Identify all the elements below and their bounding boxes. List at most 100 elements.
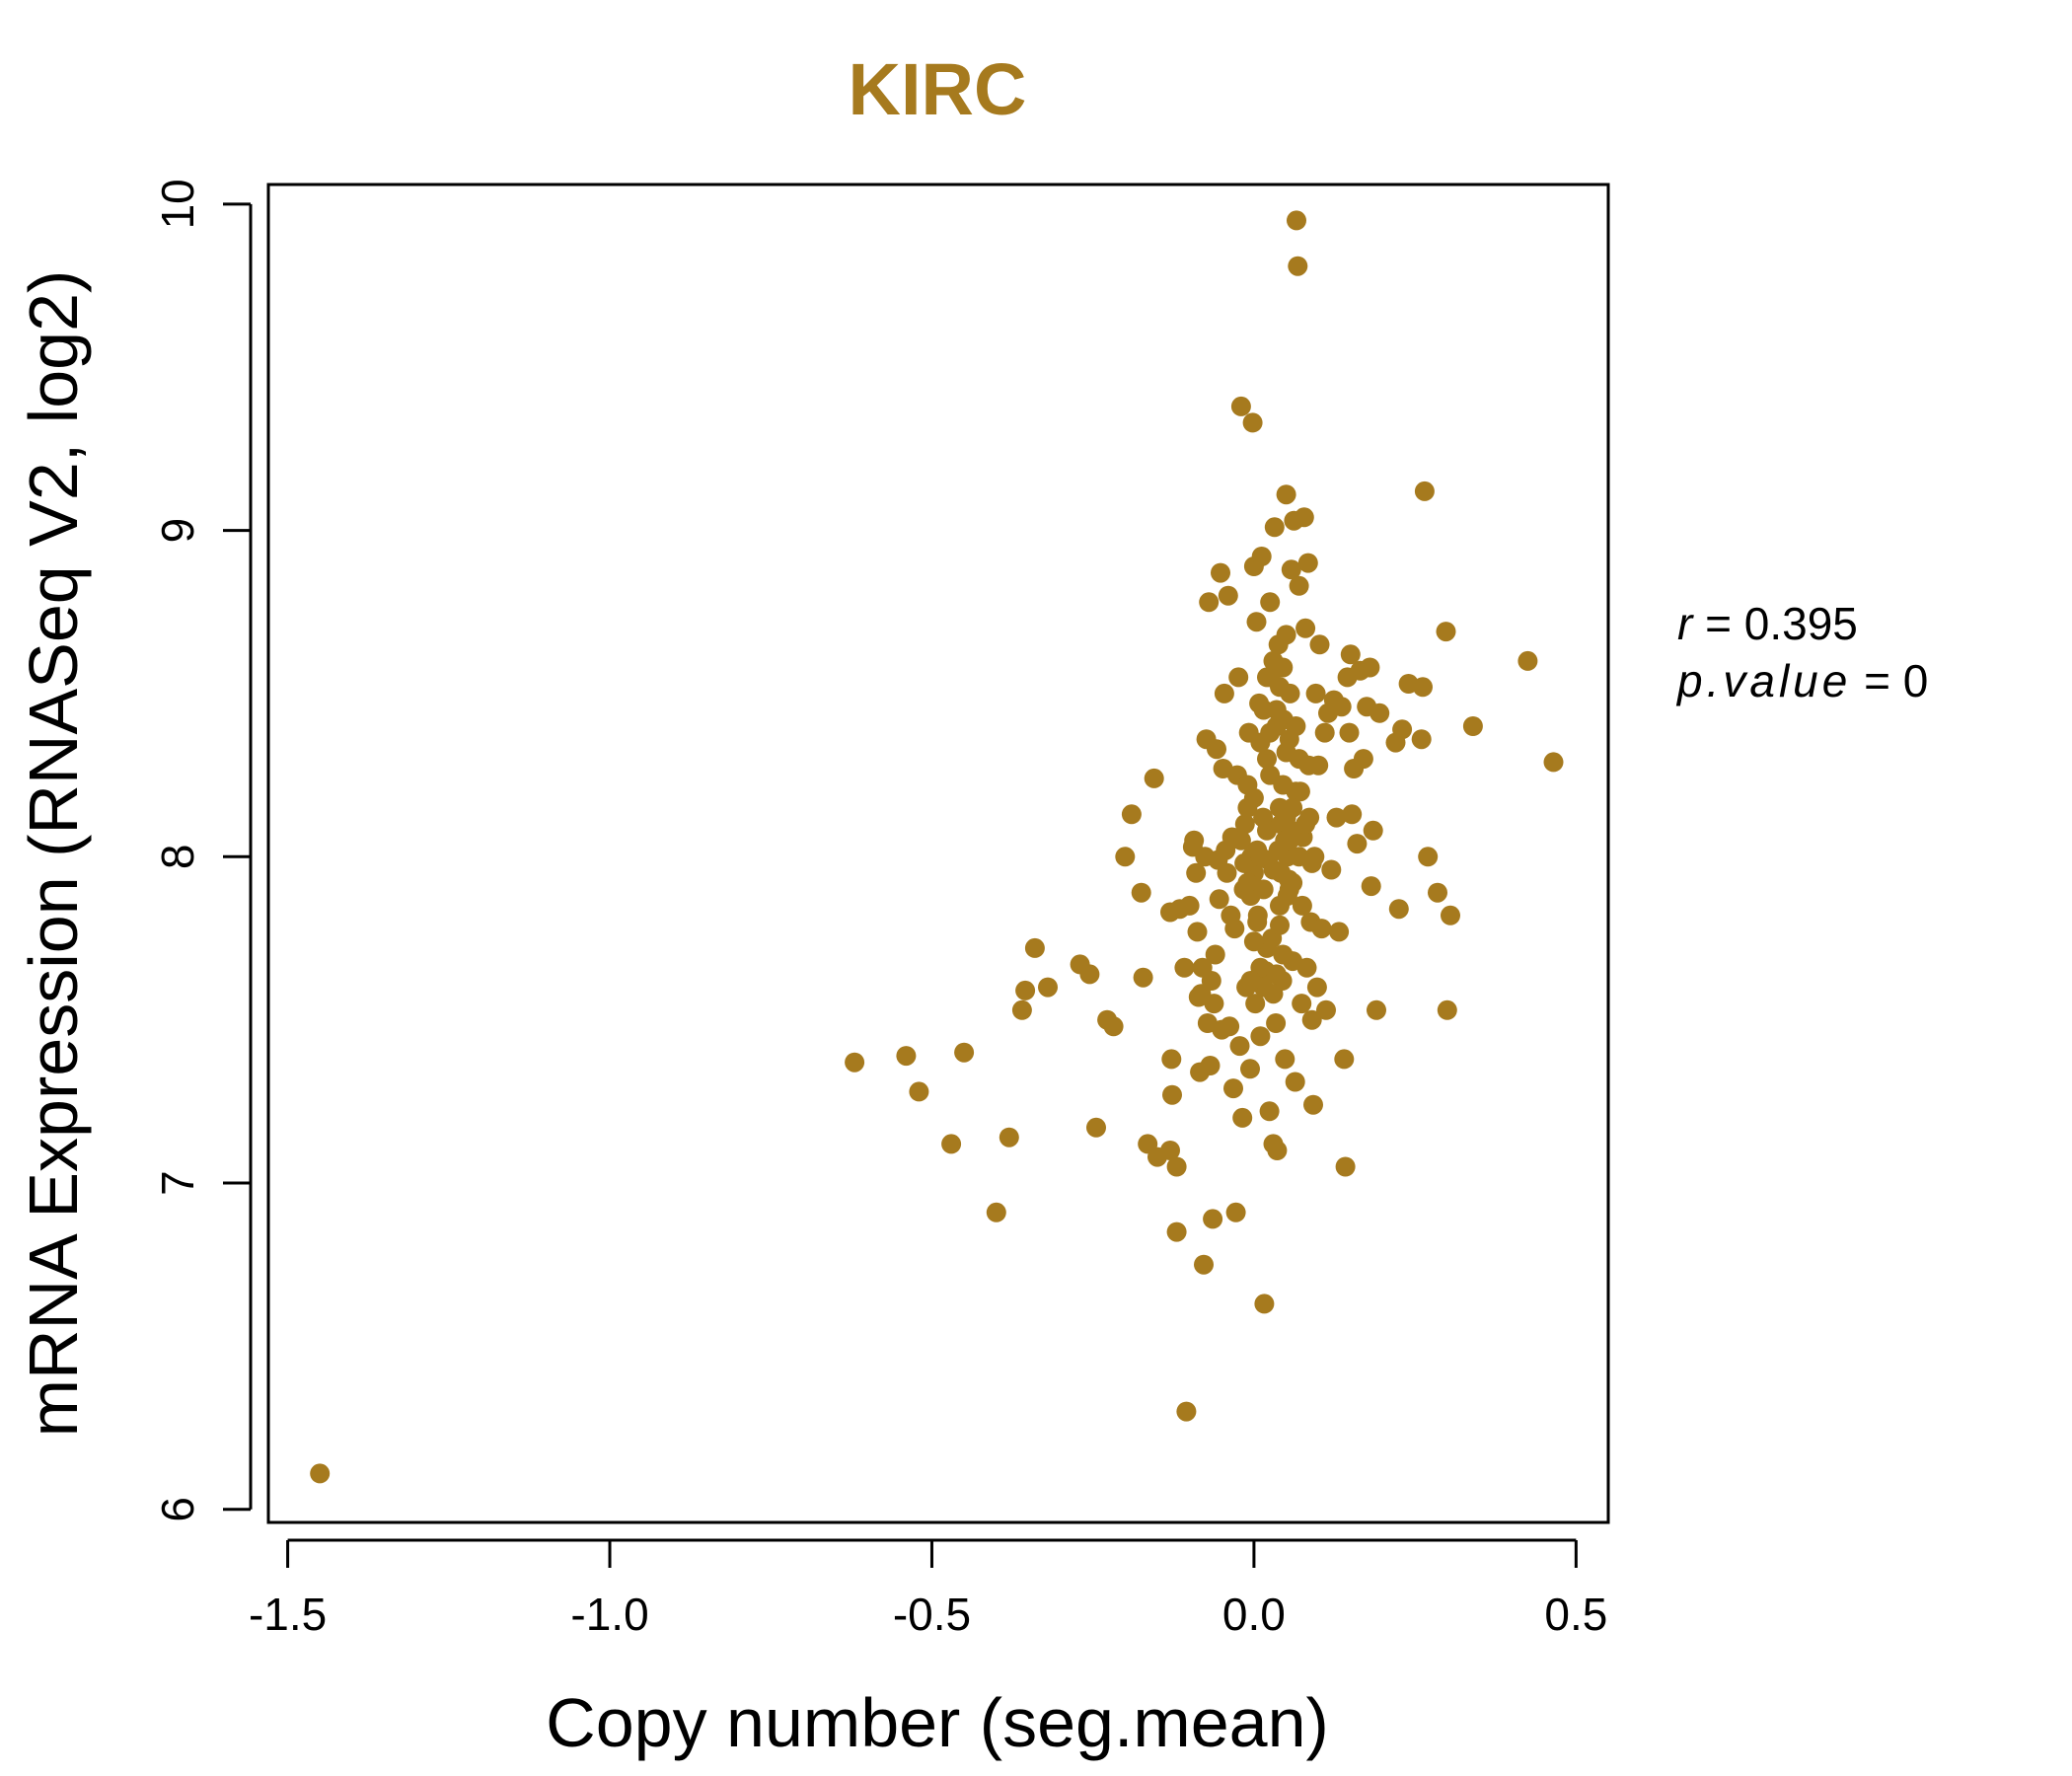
data-point-42	[1194, 1254, 1214, 1275]
data-point-127	[1301, 1009, 1322, 1030]
data-point-107	[1276, 484, 1296, 505]
data-point-123	[1296, 957, 1317, 978]
data-point-29	[1166, 1156, 1187, 1177]
y-tick-label: 10	[152, 179, 203, 229]
r-label: r	[1677, 598, 1694, 649]
data-point-138	[1321, 859, 1342, 880]
data-point-61	[1218, 585, 1238, 606]
data-point-2	[896, 1046, 917, 1067]
data-point-174	[1230, 830, 1251, 851]
y-tick-label: 8	[152, 845, 203, 870]
data-point-24	[1161, 1049, 1182, 1070]
data-point-211	[1266, 964, 1287, 985]
data-point-217	[1286, 716, 1306, 736]
data-point-67	[1225, 1202, 1246, 1222]
data-point-134	[1311, 919, 1332, 939]
data-point-74	[1234, 814, 1255, 835]
data-point-99	[1266, 1013, 1287, 1033]
data-point-55	[1211, 562, 1230, 583]
data-point-54	[1209, 889, 1229, 910]
data-point-122	[1295, 618, 1316, 638]
data-point-11	[1038, 977, 1058, 998]
data-point-225	[1271, 862, 1292, 883]
data-point-114	[1285, 1072, 1305, 1092]
data-point-187	[1273, 944, 1294, 965]
data-point-10	[1024, 937, 1045, 958]
data-point-92	[1257, 749, 1277, 770]
y-tick-label: 6	[152, 1497, 203, 1522]
data-point-182	[1257, 820, 1277, 841]
data-point-130	[1305, 683, 1326, 703]
data-point-87	[1250, 1026, 1271, 1047]
data-point-116	[1288, 256, 1308, 276]
data-point-208	[1243, 931, 1264, 952]
data-point-1	[845, 1052, 865, 1073]
data-point-100	[1267, 1141, 1288, 1160]
data-point-219	[1253, 700, 1274, 720]
data-point-201	[1276, 625, 1296, 645]
data-point-209	[1240, 971, 1261, 991]
data-point-155	[1361, 876, 1381, 897]
data-point-133	[1309, 634, 1330, 655]
data-point-157	[1367, 999, 1386, 1020]
y-tick-label: 9	[152, 518, 203, 544]
points-layer	[310, 210, 1564, 1484]
data-point-163	[1411, 729, 1432, 750]
data-point-171	[1462, 716, 1483, 736]
data-point-27	[1162, 1084, 1182, 1105]
x-tick-label: 0.5	[1544, 1589, 1607, 1640]
y-axis-ticks: 6 7 8 9 10	[152, 179, 251, 1522]
data-point-160	[1388, 899, 1409, 920]
data-point-222	[1250, 847, 1271, 867]
data-point-51	[1205, 944, 1225, 965]
data-point-140	[1326, 807, 1347, 828]
data-point-166	[1418, 847, 1439, 867]
data-point-169	[1437, 999, 1457, 1020]
data-point-147	[1340, 644, 1361, 665]
data-point-220	[1257, 667, 1277, 688]
x-tick-label: 0.0	[1222, 1589, 1286, 1640]
data-point-175	[1234, 852, 1255, 873]
data-point-228	[1281, 820, 1301, 841]
data-point-9	[1015, 980, 1036, 1000]
data-point-48	[1201, 971, 1221, 991]
data-point-196	[1301, 852, 1322, 873]
data-point-154	[1360, 657, 1380, 678]
data-point-94	[1259, 1101, 1280, 1122]
p-label: p.value	[1675, 655, 1851, 706]
data-point-28	[1166, 1221, 1187, 1242]
data-point-58	[1214, 683, 1234, 703]
data-point-172	[1517, 650, 1538, 671]
data-point-6	[986, 1202, 1006, 1222]
data-point-203	[1260, 592, 1281, 613]
data-point-119	[1292, 994, 1312, 1014]
data-point-223	[1237, 872, 1258, 893]
data-point-121	[1294, 507, 1314, 528]
data-point-200	[1273, 657, 1294, 678]
data-point-216	[1283, 797, 1303, 818]
y-tick-label: 7	[152, 1170, 203, 1196]
data-point-221	[1260, 722, 1281, 743]
data-point-69	[1228, 667, 1249, 688]
data-point-98	[1264, 517, 1285, 538]
data-point-47	[1200, 1056, 1221, 1075]
data-point-71	[1230, 396, 1251, 416]
data-point-170	[1441, 905, 1460, 925]
data-point-106	[1275, 1049, 1295, 1070]
data-point-158	[1369, 703, 1390, 723]
data-point-80	[1242, 412, 1263, 433]
data-point-143	[1334, 1049, 1355, 1070]
p-equals: =	[1864, 655, 1903, 706]
data-point-167	[1428, 882, 1447, 903]
chart-title: KIRC	[849, 48, 1027, 130]
data-point-227	[1277, 886, 1297, 906]
x-tick-label: -0.5	[893, 1589, 971, 1640]
data-point-173	[1543, 752, 1564, 773]
data-point-146	[1339, 722, 1360, 743]
data-point-78	[1240, 1059, 1260, 1079]
x-axis-label: Copy number (seg.mean)	[546, 1684, 1329, 1761]
data-point-210	[1263, 984, 1284, 1004]
data-point-161	[1392, 719, 1413, 740]
plot-frame	[266, 183, 1610, 1524]
p-value: 0	[1903, 655, 1929, 706]
